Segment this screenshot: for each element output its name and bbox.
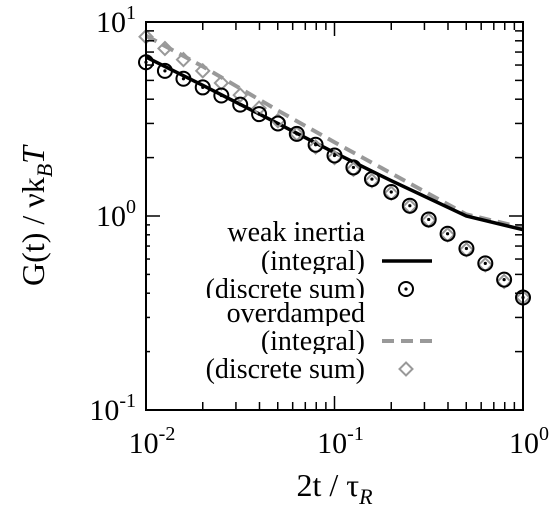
- data-point-center-weak_discrete: [295, 132, 299, 136]
- data-point-weak_discrete: [326, 147, 343, 164]
- legend-text-background: [150, 354, 375, 384]
- data-point-weak_discrete: [307, 136, 324, 153]
- data-point-center-weak_discrete: [276, 121, 280, 126]
- data-point-over_discrete: [345, 161, 362, 178]
- legend-entry-over_discrete: (discrete sum): [206, 354, 365, 385]
- data-point-over_discrete: [364, 172, 380, 189]
- legend-text-background: [150, 217, 375, 247]
- legend-text-background: [150, 246, 375, 276]
- data-point-weak_discrete: [401, 197, 418, 214]
- legend: weak inertia(integral)(discrete sum)over…: [150, 217, 436, 385]
- data-point-weak_discrete: [175, 70, 192, 87]
- data-point-weak_discrete: [156, 62, 173, 79]
- data-point-weak_discrete: [194, 79, 211, 96]
- legend-text-background: [150, 298, 375, 328]
- y-axis-label: G(t) / νkBT: [15, 144, 57, 286]
- data-point-weak_discrete: [477, 255, 494, 272]
- data-point-weak_discrete: [232, 96, 249, 113]
- data-point-center-weak_discrete: [314, 143, 318, 147]
- data-point-center-weak_discrete: [332, 153, 337, 158]
- data-point-weak_discrete: [439, 225, 456, 242]
- legend-swatch-background: [378, 354, 436, 384]
- data-point-center-weak_discrete: [389, 190, 393, 194]
- data-point-weak_discrete: [458, 240, 475, 257]
- data-point-weak_discrete: [363, 171, 380, 188]
- legend-swatch-over_discrete: [398, 361, 414, 377]
- data-point-center-weak_discrete: [238, 103, 242, 107]
- data-point-center-weak_discrete: [370, 177, 374, 181]
- data-point-weak_discrete: [496, 271, 513, 288]
- legend-swatch-weak_discrete: [398, 281, 414, 297]
- data-point-center-weak_discrete: [464, 246, 469, 251]
- legend-entry-header: weak inertia: [227, 217, 365, 248]
- data-point-over_discrete: [496, 273, 513, 290]
- x-tick-label: 10-2: [129, 423, 176, 460]
- data-point-over_discrete: [157, 40, 173, 57]
- data-point-weak_discrete: [383, 183, 400, 200]
- data-point-center-weak_discrete: [351, 165, 356, 170]
- y-tick-label: 10-1: [89, 390, 136, 427]
- y-tick-label: 100: [96, 196, 136, 233]
- data-point-center-weak_discrete: [408, 204, 412, 208]
- data-point-center-weak_discrete: [257, 112, 261, 116]
- series-line-weak_integral: [145, 55, 524, 232]
- data-point-center-weak_discrete: [427, 217, 431, 222]
- x-tick-label: 10-1: [317, 423, 364, 460]
- data-point-weak_discrete: [288, 125, 305, 142]
- data-point-weak_discrete: [213, 87, 230, 104]
- data-point-weak_discrete: [269, 115, 286, 132]
- data-point-over_discrete: [326, 149, 343, 166]
- data-point-over_discrete: [175, 51, 192, 68]
- legend-text-background: [150, 326, 375, 356]
- data-point-center-weak_discrete: [502, 278, 506, 282]
- data-point-center-weak_discrete: [483, 261, 487, 265]
- plot-area: [138, 28, 531, 306]
- legend-entry-weak_integral: (integral): [261, 246, 365, 277]
- x-axis-label: 2t / τR: [296, 467, 373, 509]
- data-point-weak_discrete: [251, 106, 268, 123]
- data-point-weak_discrete: [345, 159, 362, 176]
- data-point-weak_discrete: [420, 211, 437, 228]
- x-tick-label: 100: [509, 423, 549, 460]
- legend-entry-over_integral: (integral): [261, 326, 365, 357]
- data-point-center-weak_discrete: [181, 77, 186, 81]
- data-point-over_discrete: [232, 87, 249, 104]
- legend-swatch-center-weak_discrete: [404, 287, 408, 291]
- legend-entry-header: overdamped: [227, 298, 365, 329]
- data-point-over_discrete: [194, 62, 211, 79]
- y-tick-label: 101: [96, 2, 136, 39]
- data-point-center-weak_discrete: [219, 93, 223, 98]
- data-point-over_discrete: [307, 139, 324, 155]
- data-point-center-weak_discrete: [201, 85, 205, 90]
- data-point-center-weak_discrete: [445, 232, 450, 236]
- data-point-center-weak_discrete: [163, 69, 167, 73]
